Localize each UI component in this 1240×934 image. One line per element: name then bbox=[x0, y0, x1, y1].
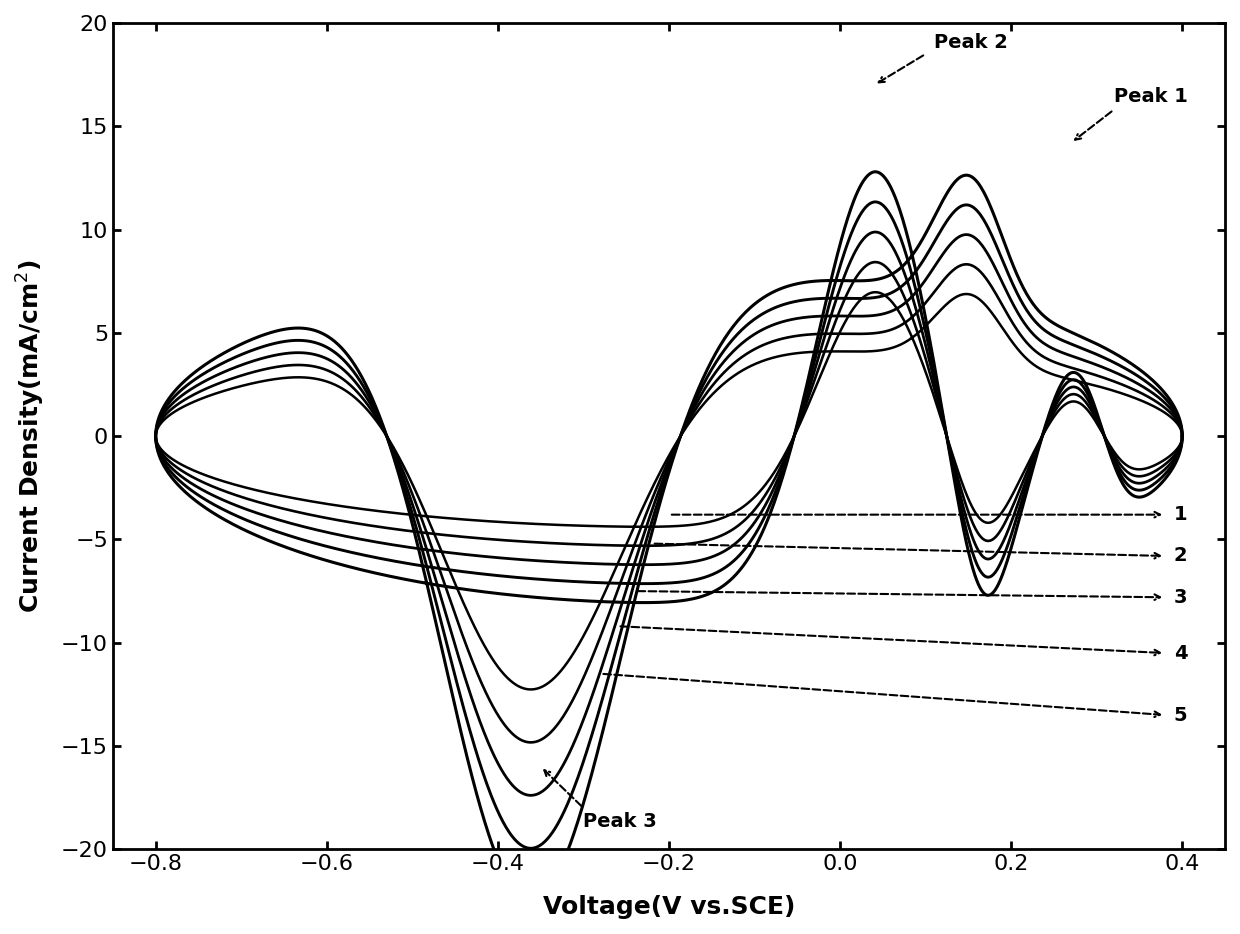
X-axis label: Voltage(V vs.SCE): Voltage(V vs.SCE) bbox=[543, 895, 795, 919]
Text: Peak 3: Peak 3 bbox=[584, 813, 657, 831]
Text: 2: 2 bbox=[1174, 546, 1187, 565]
Text: 5: 5 bbox=[1174, 705, 1187, 725]
Text: 4: 4 bbox=[1174, 644, 1187, 662]
Y-axis label: Current Density(mA/cm$^2$): Current Density(mA/cm$^2$) bbox=[15, 260, 47, 613]
Text: 3: 3 bbox=[1174, 587, 1187, 607]
Text: Peak 2: Peak 2 bbox=[934, 33, 1008, 52]
Text: Peak 1: Peak 1 bbox=[1114, 87, 1188, 106]
Text: 1: 1 bbox=[1174, 505, 1187, 524]
